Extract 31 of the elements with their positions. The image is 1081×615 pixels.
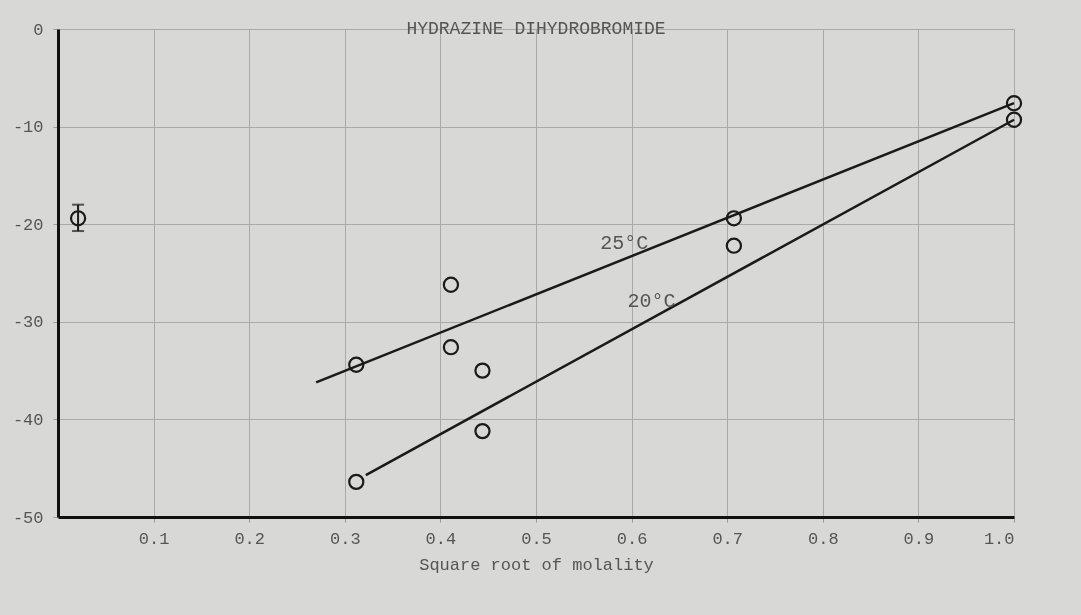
y-tick-label: -20: [12, 215, 44, 235]
x-tick-label: 0.6: [616, 529, 648, 549]
x-tick-label: 0.9: [903, 529, 935, 549]
y-tick-label: -50: [12, 508, 44, 528]
point: [442, 339, 460, 356]
x-tick-label: 0.4: [425, 529, 457, 549]
y-tick-label: 0: [33, 20, 44, 40]
point: [474, 422, 491, 440]
x-tick-label: 0.7: [712, 529, 743, 549]
x-tick-label: 0.5: [521, 529, 552, 549]
point: [725, 210, 743, 227]
point: [725, 237, 743, 254]
point: [348, 356, 365, 373]
series-label: 20°C: [627, 290, 676, 314]
chart-title: HYDRAZINE DIHYDROBROMIDE: [406, 19, 666, 39]
point: [1005, 95, 1023, 112]
x-tick-label: 0.1: [138, 529, 170, 549]
x-axis-title: Square root of molality: [419, 555, 654, 575]
point: [69, 210, 87, 227]
x-tick-label: 0.8: [808, 529, 839, 549]
point: [348, 473, 365, 491]
y-tick-label: -40: [12, 410, 44, 430]
point: [474, 362, 491, 379]
x-tick-label: 0.3: [330, 529, 361, 549]
point: [442, 276, 460, 293]
series-label: 25°C: [600, 231, 649, 255]
y-tick-label: -10: [12, 118, 44, 138]
x-tick-label: 0.2: [234, 529, 265, 549]
y-tick-label: -30: [12, 313, 44, 333]
x-tick-label: 1.0: [983, 529, 1015, 549]
point: [1005, 111, 1023, 128]
